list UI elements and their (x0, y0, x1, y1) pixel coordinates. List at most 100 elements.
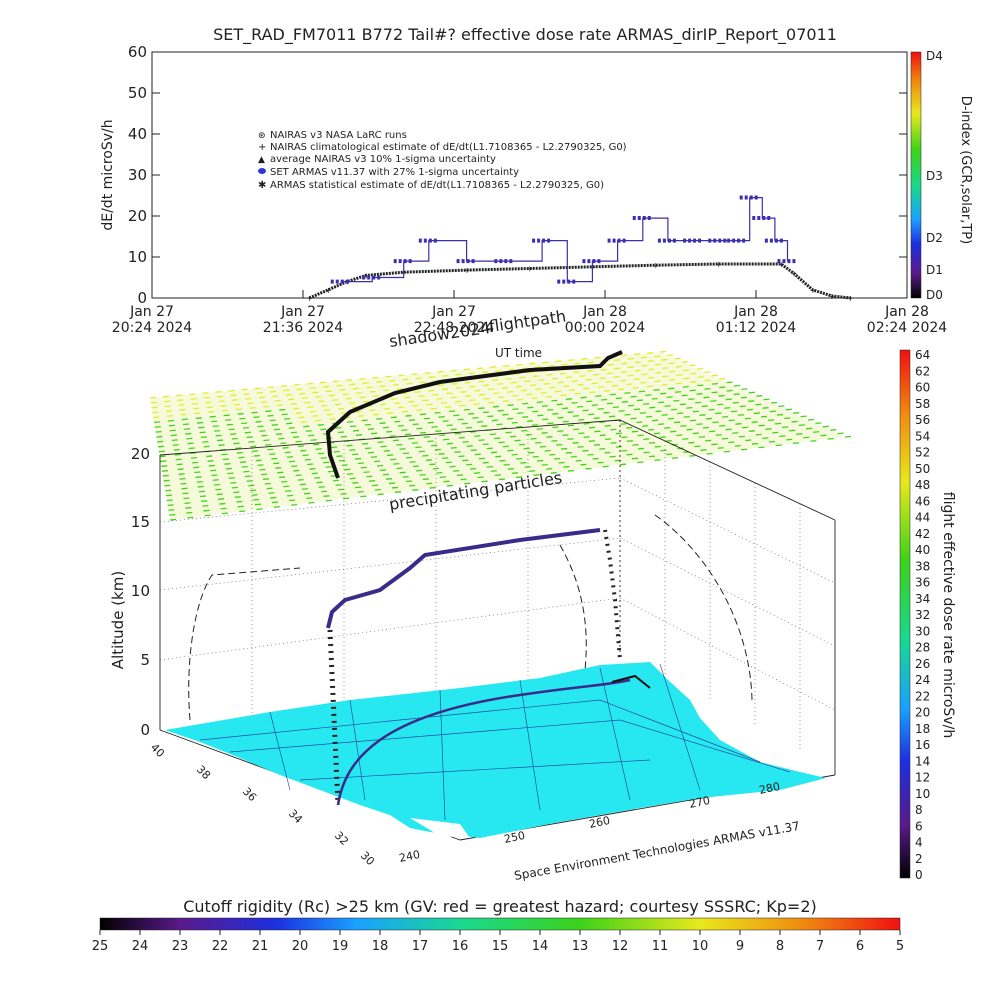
precip-dash (686, 407, 693, 409)
top-x-tick-date: Jan 28 (884, 304, 929, 320)
precip-dash (362, 382, 369, 385)
precip-dash (310, 439, 317, 441)
precip-dash (322, 385, 330, 388)
precip-dash (385, 375, 392, 378)
figure-title: SET_RAD_FM7011 B772 Tail#? effective dos… (213, 25, 837, 45)
precip-dash (323, 409, 330, 412)
precip-dash (352, 482, 359, 484)
precip-dash (844, 435, 852, 438)
lon-tick: 260 (588, 814, 611, 831)
precip-dash (428, 389, 435, 392)
precip-dash (304, 458, 311, 461)
top-y-axis-label: dE/dt microSv/h (100, 119, 116, 230)
precip-dash (221, 409, 229, 412)
precip-dash (572, 415, 579, 417)
precip-dash (415, 446, 422, 449)
point-nairas: + (306, 294, 313, 303)
precip-dash (309, 410, 316, 413)
precip-dash (450, 396, 457, 399)
precip-dash (741, 448, 748, 451)
precip-dash (319, 381, 327, 384)
precip-dash (654, 380, 661, 383)
precip-dash (187, 516, 194, 519)
precip-dash (807, 418, 815, 421)
precip-dash (259, 430, 266, 432)
precip-dash (455, 387, 462, 389)
precip-dash (600, 368, 607, 371)
precip-dash (638, 390, 646, 393)
top-x-tick-date: Jan 28 (733, 304, 778, 320)
precip-dash (165, 494, 173, 497)
precip-dash (536, 401, 543, 404)
precip-dash (291, 503, 298, 506)
precip-dash (703, 396, 710, 399)
precip-dash (507, 417, 514, 420)
precip-dash (593, 373, 600, 376)
precip-dash (488, 388, 495, 391)
precip-dash (279, 476, 286, 479)
precip-dash (546, 373, 553, 376)
precip-dash (181, 418, 188, 421)
precip-dash (431, 444, 438, 447)
precip-dash (658, 401, 665, 404)
precip-dash (669, 370, 676, 373)
precip-dash (627, 374, 634, 377)
precip-dash (228, 477, 235, 480)
precip-dash (234, 496, 241, 498)
precip-dash (755, 403, 762, 406)
precip-dash (236, 500, 243, 503)
precip-dash (253, 416, 260, 419)
precip-dash (426, 403, 433, 406)
precip-dash (571, 380, 578, 382)
precip-dash (455, 373, 462, 376)
precip-dash (488, 401, 495, 404)
precip-dash (149, 396, 157, 399)
precip-dash (232, 399, 239, 401)
precip-dash (478, 457, 485, 460)
precip-dash (181, 487, 188, 490)
dose-colorbar-tick: 62 (915, 364, 930, 378)
precip-dash (712, 421, 719, 424)
precip-dash (377, 493, 384, 496)
precip-dash (261, 401, 268, 403)
precip-dash (331, 399, 339, 401)
precip-dash (567, 438, 574, 440)
precip-dash (466, 463, 473, 466)
precip-dash (169, 518, 177, 521)
precip-dash (291, 465, 298, 468)
precip-dash (637, 461, 644, 464)
precip-dash (280, 385, 287, 387)
precip-dash (233, 491, 240, 494)
precip-dash (409, 419, 416, 421)
precip-dash (614, 367, 621, 370)
precip-dash (502, 445, 510, 448)
precip-dash (427, 440, 434, 443)
precip-dash (521, 429, 528, 432)
precip-dash (217, 498, 225, 500)
precip-dash (169, 513, 176, 516)
precip-dash (271, 424, 278, 426)
precip-dash (654, 363, 662, 366)
precip-dash (637, 447, 645, 450)
dindex-colorbar (910, 51, 922, 299)
precip-dash (552, 377, 559, 380)
precip-dash (627, 366, 634, 369)
precip-dash (321, 404, 328, 407)
precip-dash (587, 453, 594, 456)
precip-dash (436, 397, 443, 400)
precip-dash (369, 409, 376, 412)
precip-dash (203, 445, 210, 448)
precip-dash (212, 479, 219, 481)
lon-tick: 240 (398, 848, 421, 865)
precip-dash (302, 454, 309, 457)
precip-dash (758, 424, 765, 427)
precip-dash (803, 436, 810, 439)
precip-dash (511, 472, 519, 474)
precip-dash (630, 395, 637, 398)
precip-dash (408, 437, 415, 440)
precip-dash (397, 424, 404, 427)
precip-dash (704, 371, 711, 374)
precip-dash (717, 403, 724, 406)
precip-dash (582, 409, 589, 412)
precip-dash (375, 381, 383, 383)
